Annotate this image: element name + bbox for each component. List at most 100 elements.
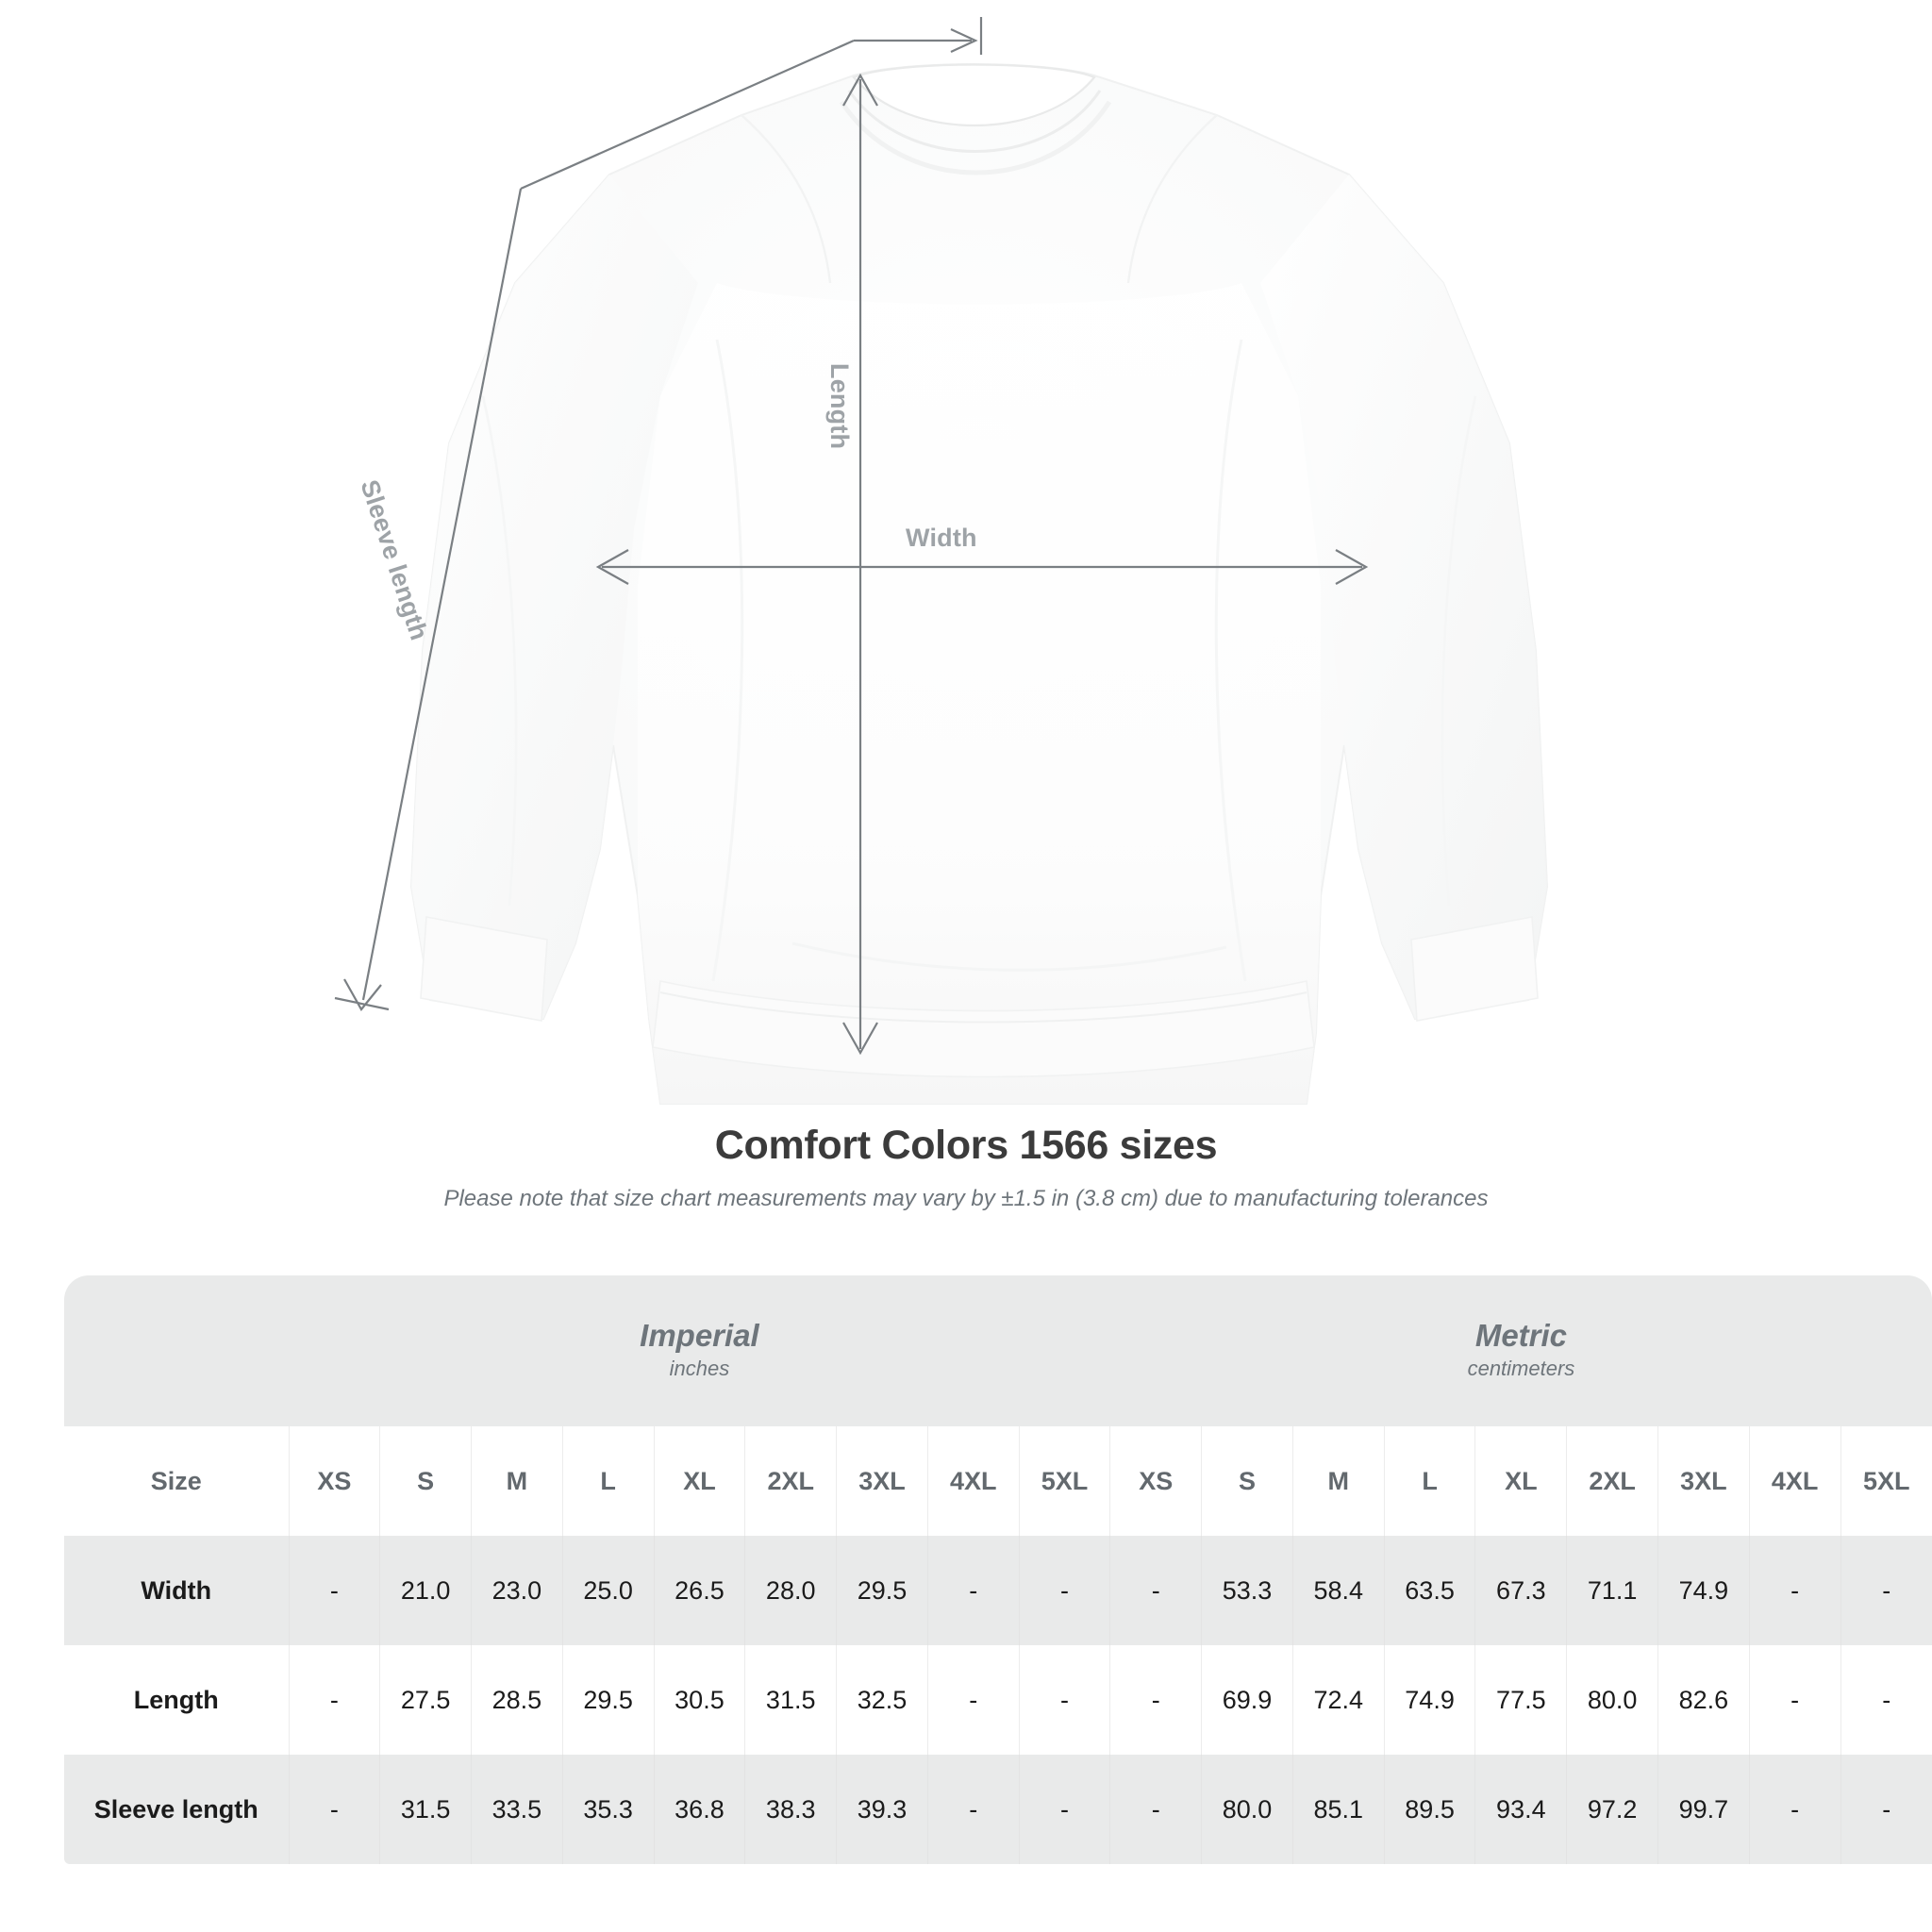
cell-width-imperial-s: 21.0 — [379, 1536, 473, 1645]
size-header-cell-s-metric: S — [1201, 1426, 1293, 1536]
garment-shape — [409, 63, 1549, 1105]
cell-width-imperial-m: 23.0 — [471, 1536, 563, 1645]
cell-sleeve-length-imperial-xl: 36.8 — [654, 1755, 746, 1864]
cell-sleeve-length-metric-5xl: - — [1840, 1755, 1932, 1864]
width-arrow-icon — [595, 549, 1369, 585]
cell-width-metric-xl: 67.3 — [1474, 1536, 1568, 1645]
unit-group-name: Metric — [1474, 1317, 1568, 1353]
unit-band-row: Imperial inches Metric centimeters — [64, 1275, 1932, 1426]
cell-length-imperial-m: 28.5 — [471, 1645, 563, 1755]
size-header-cell-m-imperial: M — [471, 1426, 563, 1536]
size-chart-table: Imperial inches Metric centimeters Size XS S M L… — [64, 1275, 1932, 1864]
size-header-cell-m-metric: M — [1292, 1426, 1385, 1536]
width-dimension-label: Width — [906, 524, 977, 552]
measurement-lines — [334, 17, 1369, 1056]
row-label-sleeve-length: Sleeve length — [64, 1755, 290, 1864]
cell-sleeve-length-imperial-5xl: - — [1019, 1755, 1111, 1864]
cell-width-metric-4xl: - — [1749, 1536, 1841, 1645]
cell-length-metric-2xl: 80.0 — [1566, 1645, 1658, 1755]
size-header-cell-3xl-metric: 3XL — [1657, 1426, 1750, 1536]
cell-width-imperial-xl: 26.5 — [654, 1536, 746, 1645]
size-header-cell-l-metric: L — [1384, 1426, 1476, 1536]
size-header-cell-3xl-imperial: 3XL — [836, 1426, 928, 1536]
size-header-cell-xl-metric: XL — [1474, 1426, 1568, 1536]
sleeve-length-arrow-icon — [334, 17, 983, 1011]
cell-width-imperial-5xl: - — [1019, 1536, 1111, 1645]
cell-length-metric-3xl: 82.6 — [1657, 1645, 1750, 1755]
row-label-length: Length — [64, 1645, 290, 1755]
cell-length-imperial-xl: 30.5 — [654, 1645, 746, 1755]
cell-length-metric-xs: - — [1109, 1645, 1203, 1755]
cell-width-metric-3xl: 74.9 — [1657, 1536, 1750, 1645]
size-header-cell-4xl-imperial: 4XL — [927, 1426, 1020, 1536]
size-header-cell-xs-imperial: XS — [289, 1426, 381, 1536]
length-arrow-icon — [842, 73, 878, 1056]
cell-width-metric-l: 63.5 — [1384, 1536, 1476, 1645]
cell-sleeve-length-imperial-4xl: - — [927, 1755, 1020, 1864]
size-header-cell-2xl-metric: 2XL — [1566, 1426, 1658, 1536]
cell-length-metric-4xl: - — [1749, 1645, 1841, 1755]
cell-sleeve-length-metric-xl: 93.4 — [1474, 1755, 1568, 1864]
cell-width-imperial-2xl: 28.0 — [744, 1536, 838, 1645]
cell-width-metric-s: 53.3 — [1201, 1536, 1293, 1645]
cell-width-imperial-3xl: 29.5 — [836, 1536, 928, 1645]
cell-length-imperial-xs: - — [289, 1645, 381, 1755]
cell-sleeve-length-imperial-2xl: 38.3 — [744, 1755, 838, 1864]
cell-width-metric-xs: - — [1109, 1536, 1203, 1645]
cell-length-imperial-l: 29.5 — [562, 1645, 655, 1755]
unit-band-spacer — [64, 1275, 289, 1426]
cell-sleeve-length-imperial-l: 35.3 — [562, 1755, 655, 1864]
size-header-cell-l-imperial: L — [562, 1426, 655, 1536]
size-header-row: Size XS S M L XL 2XL 3XL 4XL 5XL XS S M L XL 2XL 3XL 4XL 5… — [64, 1426, 1932, 1536]
cell-sleeve-length-imperial-xs: - — [289, 1755, 381, 1864]
table-row: Length -27.5 28.5 29.5 30.5 31.5 32.5- - -69.9 72… — [64, 1645, 1932, 1755]
cell-sleeve-length-metric-2xl: 97.2 — [1566, 1755, 1658, 1864]
cell-length-metric-m: 72.4 — [1292, 1645, 1385, 1755]
cell-sleeve-length-metric-4xl: - — [1749, 1755, 1841, 1864]
unit-group-imperial: Imperial inches — [289, 1275, 1110, 1426]
table-row: Sleeve length -31.5 33.5 35.3 36.8 38.3 39.3- -… — [64, 1755, 1932, 1864]
chart-header: Comfort Colors 1566 sizes Please note th… — [0, 1123, 1932, 1212]
cell-width-imperial-4xl: - — [927, 1536, 1020, 1645]
cell-length-imperial-s: 27.5 — [379, 1645, 473, 1755]
size-header-cell-5xl-imperial: 5XL — [1019, 1426, 1111, 1536]
size-header-cell-xl-imperial: XL — [654, 1426, 746, 1536]
unit-group-metric: Metric centimeters — [1109, 1275, 1932, 1426]
size-header-cell-4xl-metric: 4XL — [1749, 1426, 1841, 1536]
cell-sleeve-length-metric-m: 85.1 — [1292, 1755, 1385, 1864]
size-chart-table-container: Imperial inches Metric centimeters Size XS S M L… — [64, 1275, 1932, 1864]
cell-width-imperial-xs: - — [289, 1536, 381, 1645]
cell-sleeve-length-metric-xs: - — [1109, 1755, 1203, 1864]
cell-sleeve-length-imperial-m: 33.5 — [471, 1755, 563, 1864]
length-dimension-label: Length — [825, 363, 854, 450]
row-label-width: Width — [64, 1536, 290, 1645]
page-title: Comfort Colors 1566 sizes — [714, 1123, 1218, 1168]
cell-length-imperial-3xl: 32.5 — [836, 1645, 928, 1755]
garment-diagram: Length Width Sleeve length — [334, 17, 1549, 1105]
size-header-label: Size — [64, 1426, 290, 1536]
cell-width-imperial-l: 25.0 — [562, 1536, 655, 1645]
cell-sleeve-length-imperial-3xl: 39.3 — [836, 1755, 928, 1864]
table-row: Width -21.0 23.0 25.0 26.5 28.0 29.5- - -53.3 58.… — [64, 1536, 1932, 1645]
size-header-cell-s-imperial: S — [379, 1426, 473, 1536]
cell-length-imperial-4xl: - — [927, 1645, 1020, 1755]
cell-length-metric-5xl: - — [1840, 1645, 1932, 1755]
size-header-cell-xs-metric: XS — [1109, 1426, 1203, 1536]
cell-sleeve-length-imperial-s: 31.5 — [379, 1755, 473, 1864]
cell-sleeve-length-metric-l: 89.5 — [1384, 1755, 1476, 1864]
tolerance-note: Please note that size chart measurements… — [443, 1186, 1489, 1211]
cell-width-metric-2xl: 71.1 — [1566, 1536, 1658, 1645]
size-header-cell-5xl-metric: 5XL — [1840, 1426, 1932, 1536]
unit-group-subtitle: inches — [669, 1357, 730, 1381]
sweatshirt-illustration — [334, 17, 1549, 1105]
size-header-cell-2xl-imperial: 2XL — [744, 1426, 838, 1536]
cell-length-imperial-5xl: - — [1019, 1645, 1111, 1755]
cell-length-metric-s: 69.9 — [1201, 1645, 1293, 1755]
cell-sleeve-length-metric-s: 80.0 — [1201, 1755, 1293, 1864]
cell-length-metric-l: 74.9 — [1384, 1645, 1476, 1755]
unit-group-subtitle: centimeters — [1467, 1357, 1575, 1381]
cell-length-imperial-2xl: 31.5 — [744, 1645, 838, 1755]
unit-group-name: Imperial — [640, 1317, 759, 1353]
cell-sleeve-length-metric-3xl: 99.7 — [1657, 1755, 1750, 1864]
cell-width-metric-5xl: - — [1840, 1536, 1932, 1645]
